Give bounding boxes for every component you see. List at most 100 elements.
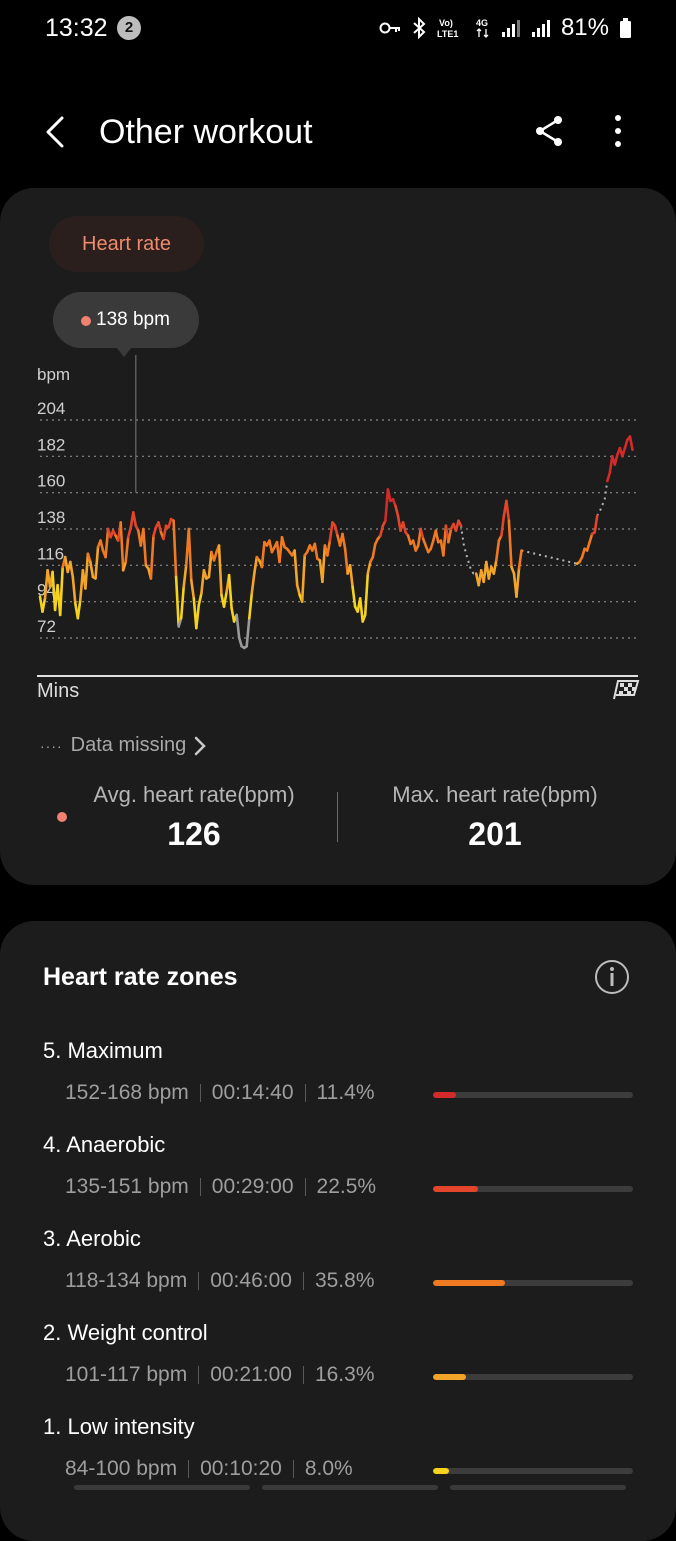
data-missing-label: Data missing [70, 734, 187, 756]
zone-name: 3. Aerobic [43, 1226, 141, 1251]
nav-handle-left[interactable] [74, 1485, 250, 1490]
heart-rate-line-segment [86, 552, 92, 564]
avg-heart-rate-stat: Avg. heart rate(bpm) 126 [64, 782, 324, 853]
y-tick-label: 204 [37, 399, 65, 418]
more-options-button[interactable] [603, 113, 633, 149]
zone-time: 00:21:00 [210, 1363, 292, 1386]
heart-rate-line-segment [321, 544, 327, 584]
heart-rate-line-segment [227, 573, 233, 610]
y-tick-label: 72 [37, 617, 56, 636]
heart-rate-line-segment [621, 446, 627, 458]
zone-anaerobic[interactable]: 4. Anaerobic 135-151 bpm 00:29:00 22.5% [0, 1132, 676, 1226]
4g-data-icon: 4G [476, 18, 489, 38]
heart-rate-line-segment [142, 527, 148, 567]
zone-name: 5. Maximum [43, 1038, 163, 1063]
heart-rate-line-segment [200, 568, 206, 595]
heart-rate-line-segment [124, 535, 130, 564]
max-heart-rate-stat: Max. heart rate(bpm) 201 [365, 782, 625, 853]
heart-rate-line-segment [628, 435, 634, 452]
zone-progress-fill [433, 1092, 456, 1098]
heart-rate-line-segment [197, 592, 203, 607]
heart-rate-line-segment [121, 560, 127, 572]
zone-details: 101-117 bpm 00:21:00 16.3% [65, 1363, 375, 1387]
y-axis-unit-label: bpm [37, 365, 70, 384]
heart-rate-line-segment [419, 527, 425, 541]
heart-rate-line-segment [379, 524, 385, 537]
heart-rate-line-segment [401, 521, 407, 534]
zone-range: 84-100 bpm [65, 1457, 178, 1480]
battery-icon [620, 18, 631, 38]
heart-rate-line-segment [343, 547, 349, 575]
heart-rate-line-segment [250, 572, 256, 595]
app-header: Other workout [0, 95, 676, 175]
zone-progress-fill [433, 1186, 478, 1192]
heart-rate-line-segment [434, 529, 440, 544]
status-bar: 13:32 2 Vo) LTE1 4G 81% [0, 0, 676, 60]
heart-rate-line-segment [132, 511, 138, 528]
heart-rate-line-segment [295, 583, 302, 597]
heart-rate-line-segment [386, 488, 392, 503]
max-heart-rate-value: 201 [468, 816, 522, 852]
tooltip-pointer [117, 348, 131, 357]
heart-rate-line-segment [371, 542, 377, 559]
heart-rate-line-segment [177, 616, 183, 628]
heart-rate-line-segment [76, 598, 82, 620]
status-icons: Vo) LTE1 4G 81% [379, 14, 632, 42]
nav-handle-right[interactable] [450, 1485, 626, 1490]
svg-text:LTE1: LTE1 [437, 29, 458, 39]
y-tick-label: 160 [37, 472, 65, 491]
heart-rate-line-segment [237, 636, 243, 648]
heart-rate-line-segment [207, 550, 213, 579]
data-missing-link[interactable]: ···· Data missing [40, 734, 207, 757]
zone-low-intensity[interactable]: 1. Low intensity 84-100 bpm 00:10:20 8.0… [0, 1414, 676, 1508]
zone-percent: 35.8% [314, 1269, 375, 1292]
zone-percent: 16.3% [314, 1363, 375, 1386]
zone-progress-bar [433, 1092, 633, 1098]
system-navigation-bar [0, 1480, 676, 1500]
info-icon [595, 960, 629, 994]
volte-icon: Vo) LTE1 [437, 18, 458, 39]
y-tick-label: 116 [37, 544, 64, 563]
status-time: 13:32 [45, 14, 108, 42]
zone-aerobic[interactable]: 3. Aerobic 118-134 bpm 00:46:00 35.8% [0, 1226, 676, 1320]
heart-rate-line-segment [253, 555, 259, 575]
zone-range: 101-117 bpm [65, 1363, 188, 1386]
heart-rate-line-segment [99, 539, 105, 552]
zone-time: 00:29:00 [211, 1175, 294, 1198]
zone-details: 84-100 bpm 00:10:20 8.0% [65, 1457, 353, 1481]
zone-weight-control[interactable]: 2. Weight control 101-117 bpm 00:21:00 1… [0, 1320, 676, 1414]
page-title: Other workout [99, 113, 313, 151]
heart-rate-chart[interactable]: bpm2041821601381169472 [0, 188, 676, 688]
zone-percent: 11.4% [316, 1081, 375, 1104]
share-button[interactable] [532, 113, 568, 149]
heart-rate-line-segment [245, 616, 251, 648]
heart-rate-line-segment [505, 499, 511, 523]
tooltip-value: 138 bpm [96, 309, 170, 330]
zone-range: 118-134 bpm [65, 1269, 188, 1292]
data-gap-line [596, 480, 609, 517]
heart-rate-line-segment [585, 540, 591, 552]
heart-rate-line-segment [593, 514, 599, 534]
heart-rate-line-segment [89, 560, 95, 579]
heart-rate-line-segment [58, 565, 65, 617]
heart-rate-line-segment [217, 544, 223, 597]
heart-rate-line-segment [94, 545, 100, 580]
heart-rate-line-segment [162, 524, 168, 541]
heart-rate-line-segment [69, 560, 75, 579]
heart-rate-chip[interactable]: Heart rate [49, 216, 204, 272]
back-button[interactable] [38, 110, 78, 154]
zone-progress-bar [433, 1468, 633, 1474]
zone-name: 1. Low intensity [43, 1414, 195, 1439]
nav-handle-center[interactable] [262, 1485, 438, 1490]
heart-rate-line-segment [351, 585, 357, 608]
data-gap-line [460, 525, 477, 575]
heart-rate-line-segment [152, 525, 158, 537]
heart-rate-line-segment [280, 535, 286, 549]
heart-rate-line-segment [212, 550, 218, 562]
info-button[interactable] [594, 959, 630, 995]
heart-rate-line-segment [235, 613, 241, 640]
data-gap-line [521, 549, 578, 565]
zone-maximum[interactable]: 5. Maximum 152-168 bpm 00:14:40 11.4% [0, 1038, 676, 1132]
svg-text:Vo): Vo) [439, 18, 453, 28]
signal-strength-icon-1 [501, 20, 520, 37]
